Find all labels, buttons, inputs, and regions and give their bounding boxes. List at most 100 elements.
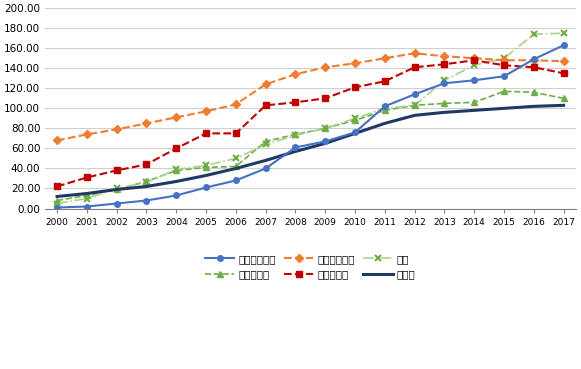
マレーシア [143,162,150,167]
マレーシア [441,62,448,66]
マレーシア [113,168,120,173]
フィリピン [53,198,60,203]
インドネシア [84,204,91,209]
フィリピン [143,179,150,184]
シンガポール [203,109,210,114]
全世界 [381,121,388,125]
タイ [292,133,299,138]
Legend: インドネシア, フィリピン, シンガポール, マレーシア, タイ, 全世界: インドネシア, フィリピン, シンガポール, マレーシア, タイ, 全世界 [201,250,419,283]
フィリピン [441,101,448,106]
フィリピン [560,96,567,100]
インドネシア [173,193,180,198]
マレーシア [292,100,299,104]
Line: タイ: タイ [53,30,567,207]
全世界 [322,141,329,146]
マレーシア [381,79,388,83]
フィリピン [352,118,358,123]
全世界 [292,149,299,154]
シンガポール [53,138,60,142]
タイ [530,32,537,37]
フィリピン [322,126,329,131]
全世界 [500,106,507,111]
フィリピン [381,108,388,113]
インドネシア [560,43,567,48]
タイ [381,106,388,111]
インドネシア [203,185,210,190]
マレーシア [262,103,269,107]
フィリピン [203,165,210,170]
マレーシア [232,131,239,135]
シンガポール [113,127,120,132]
タイ [232,156,239,161]
全世界 [113,187,120,192]
シンガポール [352,61,358,65]
マレーシア [471,58,478,62]
全世界 [471,108,478,113]
インドネシア [530,57,537,62]
全世界 [84,191,91,196]
フィリピン [500,89,507,93]
インドネシア [143,198,150,203]
インドネシア [352,130,358,135]
Line: シンガポール: シンガポール [54,51,566,143]
タイ [262,142,269,146]
シンガポール [381,56,388,61]
シンガポール [143,121,150,125]
マレーシア [173,146,180,151]
タイ [53,201,60,206]
タイ [441,78,448,83]
シンガポール [560,59,567,63]
Line: インドネシア: インドネシア [54,42,566,210]
フィリピン [113,187,120,192]
フィリピン [471,100,478,104]
シンガポール [84,132,91,137]
全世界 [262,158,269,163]
インドネシア [381,104,388,108]
全世界 [53,194,60,199]
インドネシア [471,78,478,83]
シンガポール [292,72,299,76]
全世界 [203,173,210,178]
全世界 [411,113,418,118]
Line: 全世界: 全世界 [57,105,564,197]
インドネシア [262,166,269,171]
インドネシア [441,81,448,86]
インドネシア [322,139,329,144]
Line: マレーシア: マレーシア [54,58,566,189]
フィリピン [84,193,91,198]
タイ [352,116,358,121]
全世界 [352,131,358,135]
フィリピン [232,164,239,169]
シンガポール [471,56,478,61]
マレーシア [84,175,91,180]
フィリピン [411,103,418,107]
マレーシア [500,63,507,68]
シンガポール [173,115,180,120]
全世界 [143,184,150,189]
フィリピン [262,139,269,144]
シンガポール [232,102,239,107]
全世界 [560,103,567,107]
インドネシア [500,74,507,79]
タイ [322,126,329,131]
マレーシア [322,96,329,100]
タイ [411,103,418,107]
タイ [143,180,150,185]
マレーシア [530,65,537,69]
フィリピン [530,90,537,94]
シンガポール [441,54,448,58]
インドネシア [292,145,299,149]
シンガポール [500,58,507,62]
タイ [203,163,210,168]
タイ [113,186,120,191]
シンガポール [530,58,537,62]
全世界 [173,179,180,184]
インドネシア [232,178,239,183]
フィリピン [173,168,180,173]
シンガポール [411,51,418,55]
全世界 [530,104,537,108]
インドネシア [53,205,60,210]
Line: フィリピン: フィリピン [54,89,566,203]
タイ [84,196,91,201]
タイ [471,63,478,68]
